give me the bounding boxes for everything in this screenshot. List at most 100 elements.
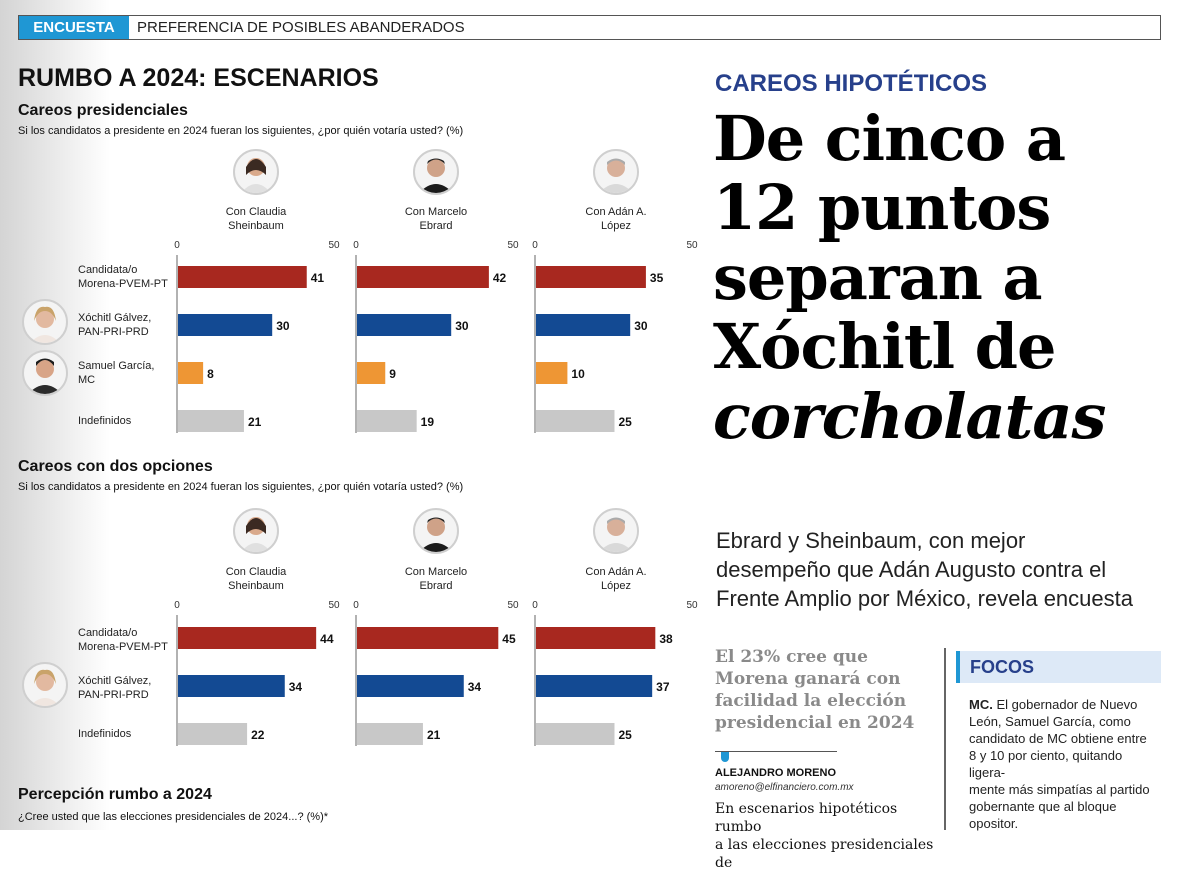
bar-value-label: 9 (389, 367, 396, 381)
bar-value-label: 30 (634, 319, 648, 333)
bar-value-label: 21 (248, 415, 262, 429)
section-tag: ENCUESTA (19, 16, 129, 39)
column-title-line1: Con Marcelo (404, 566, 468, 578)
galvez-portrait-2 (22, 662, 68, 708)
bar-value-label: 30 (276, 319, 290, 333)
section1-title: Careos presidenciales (18, 102, 188, 119)
bar (178, 627, 317, 649)
column-title-line1: Con Adán A. (585, 566, 647, 578)
subheadline-line: desempeño que Adán Augusto contra el (716, 557, 1107, 583)
bar (178, 410, 244, 432)
bar-value-label: 44 (320, 632, 334, 646)
headline-line: De cinco a (713, 102, 1066, 175)
row-label-line1: Xóchitl Gálvez, (78, 675, 152, 687)
headline: De cinco a 12 puntos separan a Xóchitl d… (713, 104, 1183, 451)
bar-value-label: 10 (571, 367, 585, 381)
section3-question: ¿Cree usted que las elecciones presidenc… (18, 811, 329, 823)
row-label-line1: Xóchitl Gálvez, (78, 312, 152, 324)
column-title-ebrard-2: Con Marcelo Ebrard (376, 565, 496, 593)
ebrard-portrait-2 (413, 508, 459, 554)
bar-value-label: 34 (468, 680, 482, 694)
bar-value-label: 21 (427, 728, 441, 742)
row-label-line2: Morena-PVEM-PT (78, 641, 168, 653)
column-title-line2: Ebrard (419, 220, 453, 232)
focos-line: opositor. (969, 816, 1019, 831)
row-label-line2: MC (78, 374, 96, 386)
bar (178, 675, 285, 697)
row-label-line1: Indefinidos (78, 415, 132, 427)
headline-line-italic: corcholatas (713, 382, 1183, 451)
column-title-line2: López (601, 220, 631, 232)
column-title-line1: Con Adán A. (585, 206, 647, 218)
row-label-indefinidos-2: Indefinidos (78, 727, 131, 741)
section1-question: Si los candidatos a presidente en 2024 f… (18, 125, 464, 137)
bar (536, 314, 631, 336)
bar (536, 627, 656, 649)
tick-label: 0 (353, 600, 359, 611)
bar (357, 314, 452, 336)
row-label-galvez: Xóchitl Gálvez, PAN-PRI-PRD (78, 311, 151, 339)
bar (357, 362, 386, 384)
bar-value-label: 34 (289, 680, 303, 694)
pull-quote-line: presidencial en 2024 (715, 713, 915, 733)
row-label-line1: Candidata/o (78, 627, 138, 639)
tick-label: 50 (686, 240, 698, 251)
section3-title: Percepción rumbo a 2024 (18, 786, 212, 803)
tick-label: 50 (686, 600, 698, 611)
garcia-portrait (22, 350, 68, 396)
bar (357, 675, 464, 697)
focos-line: El gobernador de Nuevo (992, 697, 1138, 712)
row-label-galvez-2: Xóchitl Gálvez, PAN-PRI-PRD (78, 674, 151, 702)
author-rule (715, 751, 837, 752)
column-title-lopez: Con Adán A. López (556, 205, 676, 233)
lopez-portrait-2 (593, 508, 639, 554)
bar-value-label: 8 (207, 367, 214, 381)
bar (536, 723, 615, 745)
bar-value-label: 25 (619, 728, 633, 742)
row-label-line2: PAN-PRI-PRD (78, 689, 149, 701)
row-label-line2: PAN-PRI-PRD (78, 326, 149, 338)
sheinbaum-portrait-2 (233, 508, 279, 554)
bar-value-label: 35 (650, 271, 664, 285)
column-title-sheinbaum-2: Con Claudia Sheinbaum (196, 565, 316, 593)
column-title-line2: Sheinbaum (228, 580, 284, 592)
column-title-ebrard: Con Marcelo Ebrard (376, 205, 496, 233)
article-body-line: En escenarios hipotéticos rumbo (715, 801, 898, 835)
focos-divider (944, 648, 946, 830)
column-title-line1: Con Claudia (225, 206, 287, 218)
kicker: CAREOS HIPOTÉTICOS (715, 70, 988, 97)
subheadline-line: Frente Amplio por México, revela encuest… (716, 586, 1133, 612)
tick-label: 0 (532, 600, 538, 611)
pull-quote-line: El 23% cree que (715, 647, 868, 667)
focos-line: gobernante que al bloque (969, 799, 1117, 814)
column-title-line1: Con Marcelo (404, 206, 468, 218)
author-name: ALEJANDRO MORENO (715, 767, 837, 779)
bar (178, 723, 248, 745)
tick-label: 50 (328, 600, 340, 611)
pin-icon (721, 752, 729, 762)
focos-text: MC. El gobernador de Nuevo León, Samuel … (969, 696, 1159, 832)
bar-value-label: 22 (251, 728, 265, 742)
bar-value-label: 45 (502, 632, 516, 646)
bar (178, 266, 307, 288)
column-title-line2: López (601, 580, 631, 592)
row-label-line1: Candidata/o (78, 264, 138, 276)
section2-title: Careos con dos opciones (18, 458, 213, 475)
headline-line: Xóchitl de (713, 310, 1056, 384)
row-label-indefinidos: Indefinidos (78, 414, 131, 428)
focos-header: FOCOS (956, 651, 1161, 683)
subheadline-line: Ebrard y Sheinbaum, con mejor (716, 528, 1026, 553)
pull-quote: El 23% cree que Morena ganará con facili… (715, 646, 935, 734)
bar-value-label: 25 (619, 415, 633, 429)
galvez-portrait (22, 299, 68, 345)
focos-lead: MC. (969, 697, 993, 712)
sheinbaum-portrait (233, 149, 279, 195)
bar (357, 410, 417, 432)
bar (178, 314, 273, 336)
bar (357, 723, 423, 745)
infographic-title: RUMBO A 2024: ESCENARIOS (18, 64, 379, 92)
tick-label: 0 (174, 240, 180, 251)
tick-label: 50 (328, 240, 340, 251)
column-title-line1: Con Claudia (225, 566, 287, 578)
bar (357, 266, 489, 288)
